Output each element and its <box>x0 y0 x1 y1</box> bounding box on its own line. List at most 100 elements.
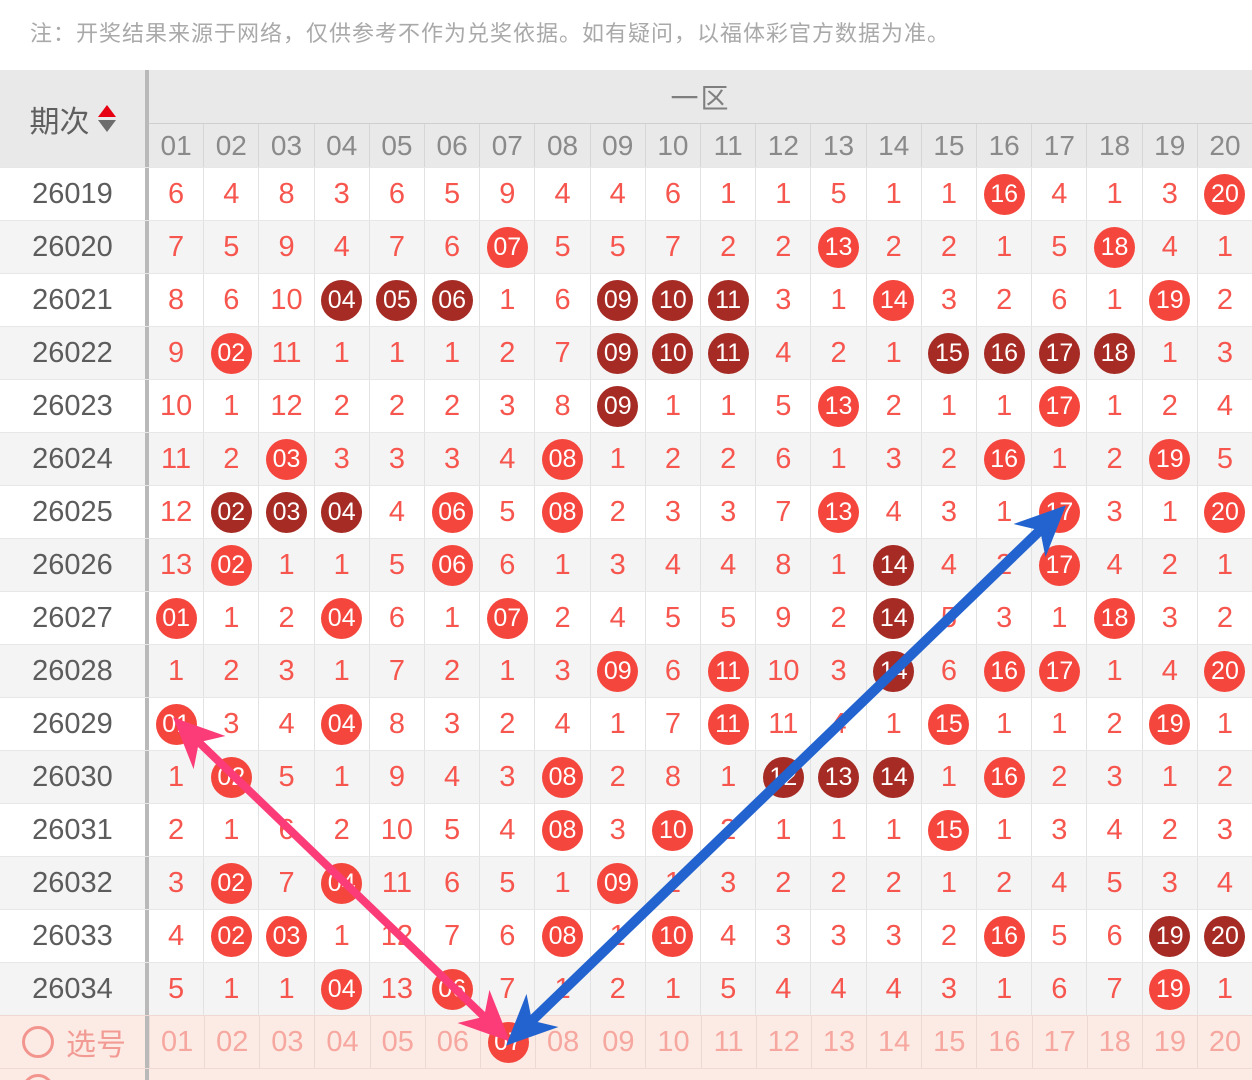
cell: 3 <box>644 486 700 538</box>
cell: 2 <box>589 963 645 1015</box>
cell: 17 <box>1031 539 1086 591</box>
miss-count: 1 <box>940 177 958 210</box>
sort-descending-icon[interactable] <box>97 120 116 132</box>
drawn-ball-16: 16 <box>983 173 1025 215</box>
cell: 1 <box>700 751 755 803</box>
cell: 02 <box>203 486 258 538</box>
cell: 3 <box>700 857 755 909</box>
select-number-01[interactable]: 01 <box>160 1025 194 1058</box>
drawn-ball-03: 03 <box>266 491 307 533</box>
cell: 1 <box>313 327 369 379</box>
cell: 4 <box>755 963 810 1015</box>
miss-count: 1 <box>333 548 350 581</box>
drawn-ball-13: 13 <box>818 756 860 798</box>
drawn-ball-14: 14 <box>873 544 915 586</box>
circle-icon[interactable] <box>22 1026 54 1058</box>
drawn-ball-20: 20 <box>1204 650 1246 692</box>
miss-count: 8 <box>664 760 681 793</box>
select-cell-11[interactable]: 11 <box>700 1016 756 1068</box>
select-number-11[interactable]: 11 <box>713 1025 744 1058</box>
cell: 6 <box>368 168 424 220</box>
cell: 02 <box>203 910 258 962</box>
miss-count: 1 <box>333 654 350 687</box>
select-cell-18[interactable]: 18 <box>1086 1016 1142 1068</box>
select-cell-06[interactable]: 06 <box>424 1016 480 1068</box>
cell: 2 <box>203 645 258 697</box>
select-number-16[interactable]: 16 <box>988 1025 1021 1058</box>
drawn-ball-08: 08 <box>542 915 584 957</box>
select-number-17[interactable]: 17 <box>1043 1025 1076 1058</box>
miss-count: 4 <box>444 760 461 793</box>
select-number-04[interactable]: 04 <box>326 1025 359 1058</box>
cell: 2 <box>920 910 976 962</box>
miss-count: 1 <box>940 760 958 793</box>
select-cell-05[interactable]: 05 <box>369 1016 425 1068</box>
select-cell-07[interactable]: 07 <box>479 1016 535 1068</box>
select-cell-10[interactable]: 10 <box>645 1016 700 1068</box>
cell: 1 <box>424 592 479 644</box>
select-number-15[interactable]: 15 <box>933 1025 966 1058</box>
miss-count: 4 <box>720 919 737 952</box>
selected-number-ball-07[interactable]: 07 <box>487 1021 529 1063</box>
select-cell-12[interactable]: 12 <box>755 1016 811 1068</box>
select-number-08[interactable]: 08 <box>547 1025 580 1058</box>
select-number-02[interactable]: 02 <box>216 1025 249 1058</box>
cell: 16 <box>976 168 1031 220</box>
select-cell-17[interactable]: 17 <box>1031 1016 1087 1068</box>
miss-count: 4 <box>775 972 792 1005</box>
select-number-05[interactable]: 05 <box>381 1025 414 1058</box>
select-cell-03[interactable]: 03 <box>259 1016 314 1068</box>
miss-count: 7 <box>554 336 571 369</box>
cell: 2 <box>700 221 755 273</box>
miss-count: 4 <box>223 177 240 210</box>
cell: 2 <box>1141 804 1197 856</box>
select-cell-04[interactable]: 04 <box>314 1016 369 1068</box>
cell: 1 <box>1086 274 1141 326</box>
select-number-19[interactable]: 19 <box>1153 1025 1187 1058</box>
miss-count: 7 <box>664 707 681 740</box>
cell: 11 <box>368 857 424 909</box>
select-number-13[interactable]: 13 <box>822 1025 856 1058</box>
select-number-18[interactable]: 18 <box>1098 1025 1131 1058</box>
drawn-ball-17: 17 <box>1038 491 1080 533</box>
cell: 2 <box>313 380 369 432</box>
miss-count: 12 <box>380 919 414 952</box>
cell: 4 <box>865 486 921 538</box>
select-number-03[interactable]: 03 <box>271 1025 304 1058</box>
select-cell-20[interactable]: 20 <box>1196 1016 1252 1068</box>
select-number-06[interactable]: 06 <box>436 1025 469 1058</box>
cell: 4 <box>589 168 645 220</box>
select-cell-01[interactable]: 01 <box>149 1016 204 1068</box>
miss-count: 4 <box>278 707 295 740</box>
select-cell-08[interactable]: 08 <box>535 1016 590 1068</box>
miss-count: 3 <box>168 866 185 899</box>
miss-count: 3 <box>1216 813 1234 846</box>
select-number-20[interactable]: 20 <box>1208 1025 1242 1058</box>
select-cell-19[interactable]: 19 <box>1141 1016 1197 1068</box>
sort-ascending-icon[interactable] <box>97 105 116 117</box>
cell: 6 <box>755 433 810 485</box>
cell: 3 <box>920 274 976 326</box>
period-sort-control[interactable] <box>97 105 116 132</box>
miss-count: 2 <box>444 654 461 687</box>
miss-count: 4 <box>554 707 571 740</box>
column-header-17: 17 <box>1031 124 1086 167</box>
select-cell-15[interactable]: 15 <box>921 1016 976 1068</box>
select-cell-16[interactable]: 16 <box>976 1016 1031 1068</box>
miss-count: 6 <box>775 442 792 475</box>
cell: 3 <box>1086 751 1141 803</box>
select-number-09[interactable]: 09 <box>602 1025 635 1058</box>
cell: 4 <box>810 963 865 1015</box>
select-cell-13[interactable]: 13 <box>810 1016 866 1068</box>
select-number-12[interactable]: 12 <box>767 1025 800 1058</box>
select-number-14[interactable]: 14 <box>877 1025 911 1058</box>
select-cell-09[interactable]: 09 <box>590 1016 645 1068</box>
select-cell-14[interactable]: 14 <box>866 1016 921 1068</box>
miss-count: 4 <box>885 972 902 1005</box>
cell: 1 <box>203 963 258 1015</box>
cell: 19 <box>1141 698 1197 750</box>
select-number-10[interactable]: 10 <box>657 1025 690 1058</box>
period-cell: 26027 <box>32 601 113 634</box>
select-cell-02[interactable]: 02 <box>204 1016 259 1068</box>
cell: 3 <box>589 804 645 856</box>
